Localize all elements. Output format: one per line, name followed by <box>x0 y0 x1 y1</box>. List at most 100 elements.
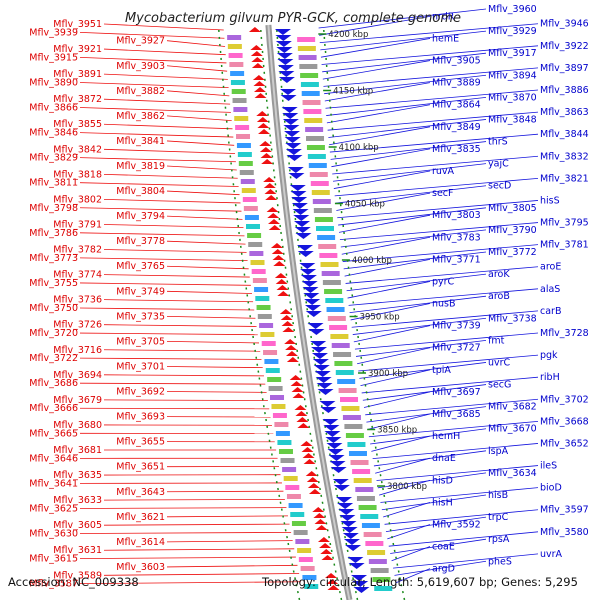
reverse-gene-arrow <box>286 155 303 161</box>
forward-gene-label: Mflv_3633 <box>53 495 102 506</box>
forward-leader-line <box>79 182 239 187</box>
reverse-gene-arrow <box>297 251 314 257</box>
forward-gene-arrow <box>250 51 263 56</box>
forward-gene-label: Mflv_3615 <box>29 554 78 565</box>
forward-gene-arrow <box>253 87 266 92</box>
forward-leader-line <box>103 573 300 576</box>
reverse-gene-arrow <box>288 173 305 179</box>
reverse-function-block <box>370 568 389 573</box>
reverse-function-block <box>352 469 371 474</box>
reverse-function-block <box>330 334 349 339</box>
reverse-gene-label: Mflv_3848 <box>488 114 537 125</box>
reverse-gene-label: Mflv_3738 <box>488 313 537 324</box>
forward-gene-label: Mflv_3798 <box>29 203 78 214</box>
forward-gene-label: Mflv_3862 <box>116 111 165 122</box>
forward-gene-arrow <box>281 321 294 326</box>
reverse-gene-label: pyrC <box>432 276 455 287</box>
reverse-leader-line <box>342 244 539 262</box>
kbp-tick-label: 4050 kbp <box>345 200 385 210</box>
reverse-gene-arrow <box>283 125 300 131</box>
reverse-leader-line <box>388 531 539 547</box>
forward-gene-labels: Mflv_3951Mflv_3939Mflv_3927Mflv_3921Mflv… <box>29 19 165 590</box>
reverse-leader-line <box>368 420 539 438</box>
reverse-leader-line <box>322 60 431 80</box>
reverse-gene-label: fmt <box>488 335 505 346</box>
reverse-gene-label: Mflv_3849 <box>432 122 481 133</box>
reverse-gene-label: uvrC <box>488 357 511 368</box>
reverse-gene-label: Mflv_3783 <box>432 232 481 243</box>
forward-gene-label: Mflv_3778 <box>116 236 165 247</box>
reverse-gene-arrow <box>326 443 343 449</box>
reverse-leader-line <box>339 222 539 241</box>
forward-function-block <box>297 548 312 553</box>
forward-function-block <box>295 539 310 544</box>
forward-leader-line <box>166 115 232 121</box>
forward-gene-label: Mflv_3791 <box>53 219 102 230</box>
forward-leader-line <box>79 107 231 113</box>
reverse-leader-line <box>344 258 431 277</box>
forward-gene-label: Mflv_3666 <box>29 403 78 414</box>
forward-gene-label: Mflv_3866 <box>29 103 78 114</box>
forward-gene-arrow <box>275 279 288 284</box>
forward-gene-arrow <box>274 273 287 278</box>
reverse-gene-arrow <box>294 227 311 233</box>
forward-function-block <box>275 431 290 436</box>
forward-gene-arrow <box>256 117 269 122</box>
reverse-gene-label: ileS <box>540 461 557 472</box>
forward-leader-line <box>79 31 225 39</box>
reverse-gene-arrow <box>276 47 293 53</box>
reverse-gene-arrow <box>310 341 327 347</box>
reverse-gene-arrow <box>328 455 345 461</box>
reverse-gene-arrow <box>291 203 308 209</box>
reverse-gene-arrow <box>352 581 369 587</box>
forward-gene-label: Mflv_3951 <box>53 19 102 30</box>
forward-function-block <box>230 71 245 76</box>
reverse-leader-line <box>334 177 539 197</box>
forward-function-block <box>280 458 295 463</box>
reverse-function-block <box>305 127 324 132</box>
kbp-tick-label: 3800 kbp <box>387 482 427 492</box>
reverse-leader-line <box>337 200 539 219</box>
kbp-tick-label: 3900 kbp <box>368 369 408 379</box>
kbp-tick-label: 4200 kbp <box>328 30 368 40</box>
forward-leader-line <box>79 507 287 509</box>
forward-function-block <box>259 323 274 328</box>
forward-function-block <box>272 413 287 418</box>
forward-gene-arrow <box>326 579 339 584</box>
forward-leader-line <box>103 173 238 179</box>
reverse-leader-line <box>395 568 431 584</box>
reverse-leader-line <box>328 119 487 138</box>
reverse-gene-arrow <box>320 407 337 413</box>
forward-leader-line <box>166 40 226 47</box>
forward-gene-arrow <box>273 261 286 266</box>
reverse-gene-label: Mflv_3652 <box>540 438 589 449</box>
reverse-gene-label: Mflv_3634 <box>488 468 537 479</box>
forward-leader-line <box>166 215 243 220</box>
reverse-gene-arrow <box>312 359 329 365</box>
reverse-leader-line <box>319 23 539 43</box>
forward-function-block <box>278 449 293 454</box>
reverse-leader-line <box>330 141 487 160</box>
reverse-gene-label: ruvA <box>432 166 455 177</box>
reverse-gene-label: trpC <box>488 512 509 523</box>
forward-gene-label: Mflv_3890 <box>29 77 78 88</box>
reverse-function-block <box>334 361 353 366</box>
reverse-gene-arrow <box>292 209 309 215</box>
reverse-leader-line <box>394 560 487 576</box>
reverse-function-block <box>353 478 372 483</box>
forward-gene-arrow <box>321 555 334 560</box>
reverse-function-block <box>300 82 319 87</box>
reverse-gene-arrow <box>311 347 328 353</box>
forward-function-block <box>302 575 317 580</box>
forward-gene-label: Mflv_3643 <box>116 487 165 498</box>
forward-function-block <box>243 206 258 211</box>
reverse-leader-line <box>335 185 487 204</box>
forward-gene-label: Mflv_3692 <box>116 387 165 398</box>
reverse-gene-arrow <box>284 131 301 137</box>
reverse-gene-label: Mflv_3889 <box>432 78 481 89</box>
reverse-gene-arrow <box>332 479 349 485</box>
reverse-function-block <box>358 505 377 510</box>
reverse-gene-label: uvrA <box>540 549 563 560</box>
forward-gene-label: Mflv_3587 <box>29 579 78 590</box>
reverse-function-block <box>314 217 333 222</box>
